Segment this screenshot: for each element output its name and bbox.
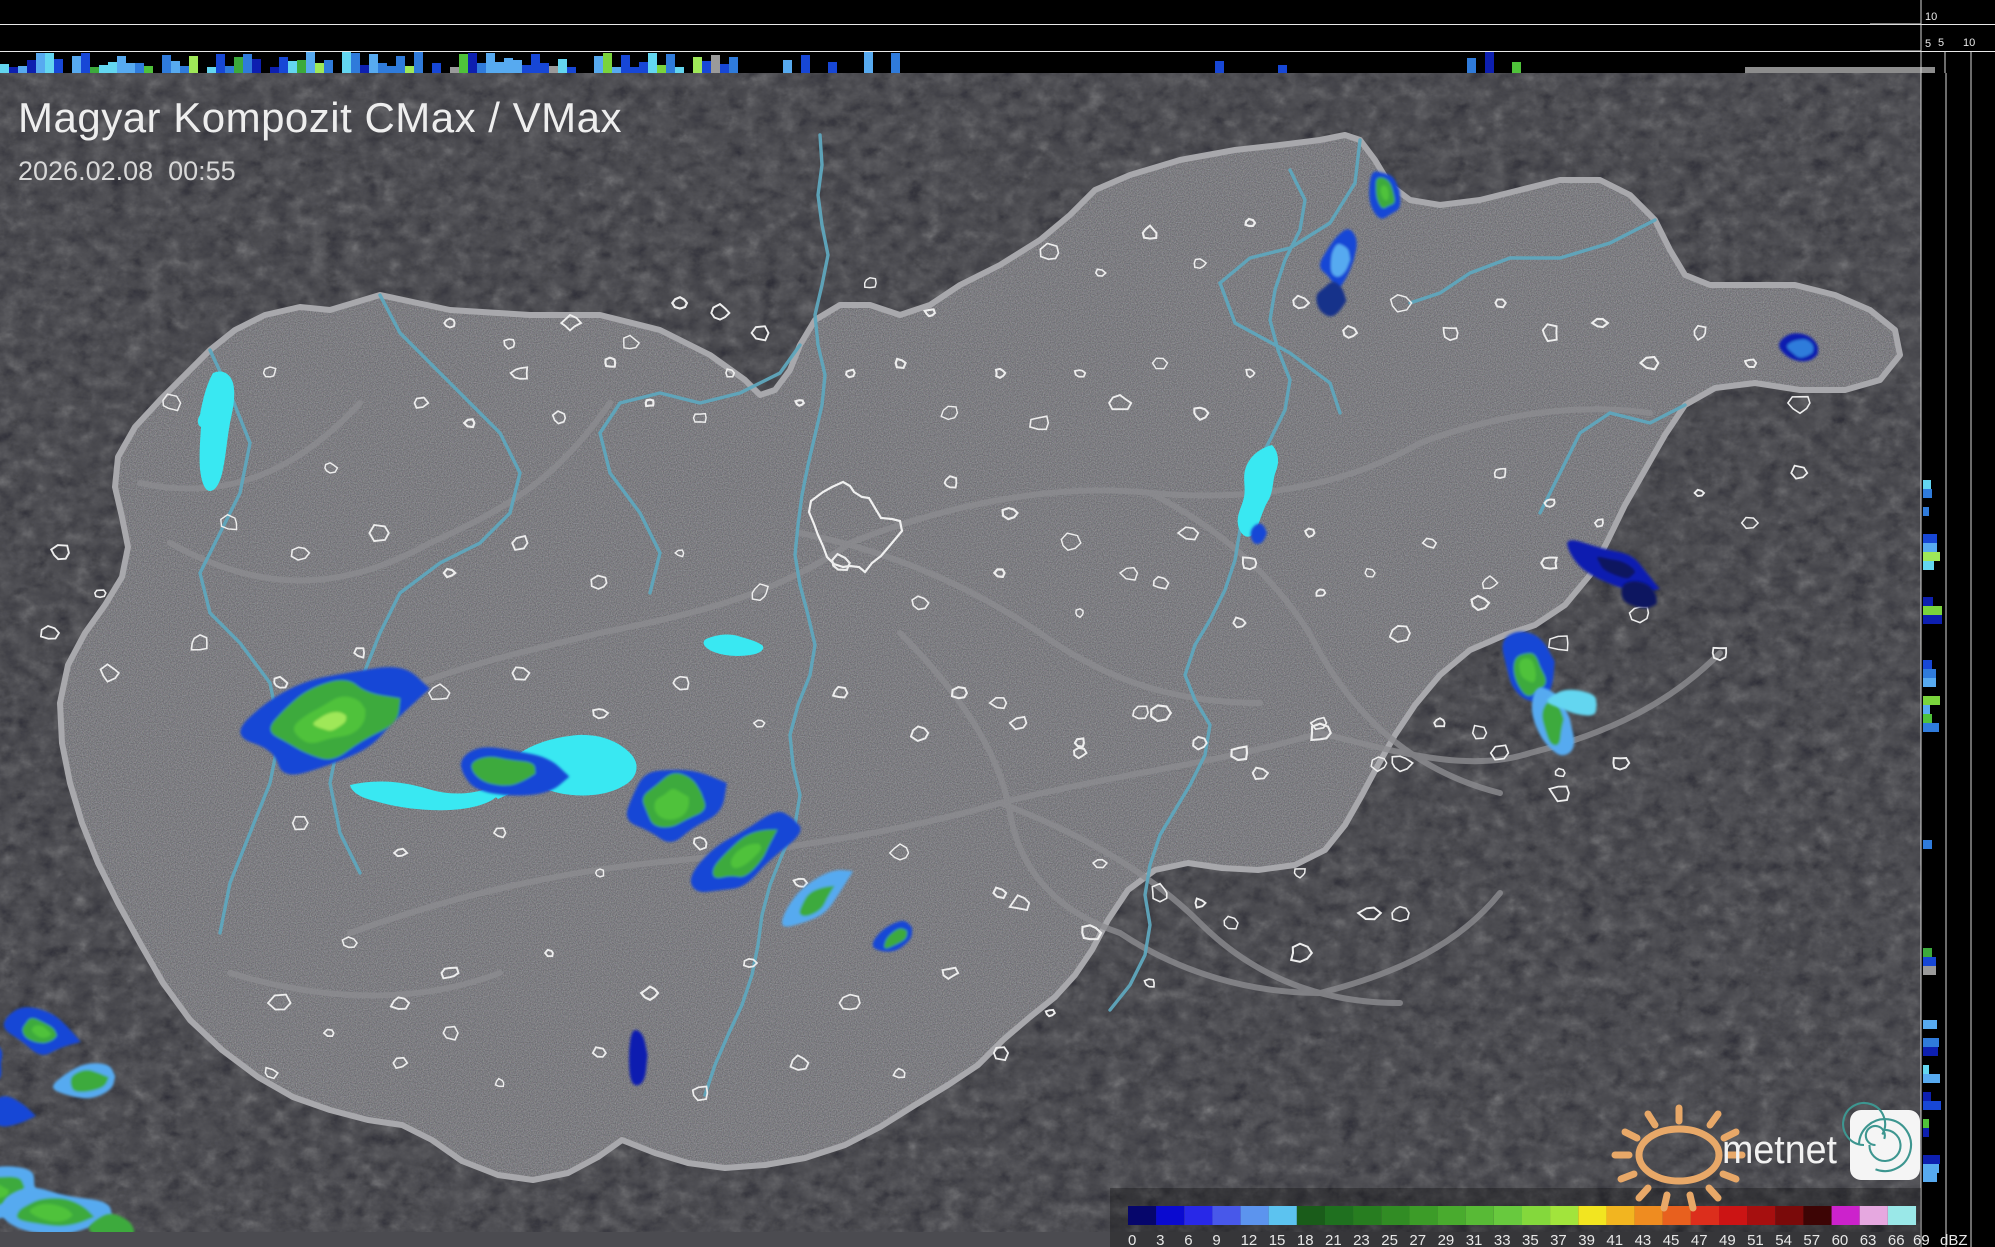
svg-text:metnet: metnet: [1722, 1128, 1837, 1172]
svg-text:5: 5: [1925, 38, 1931, 50]
svg-text:10: 10: [1963, 37, 1975, 49]
svg-text:10: 10: [1925, 11, 1937, 23]
svg-text:5: 5: [1938, 37, 1944, 49]
